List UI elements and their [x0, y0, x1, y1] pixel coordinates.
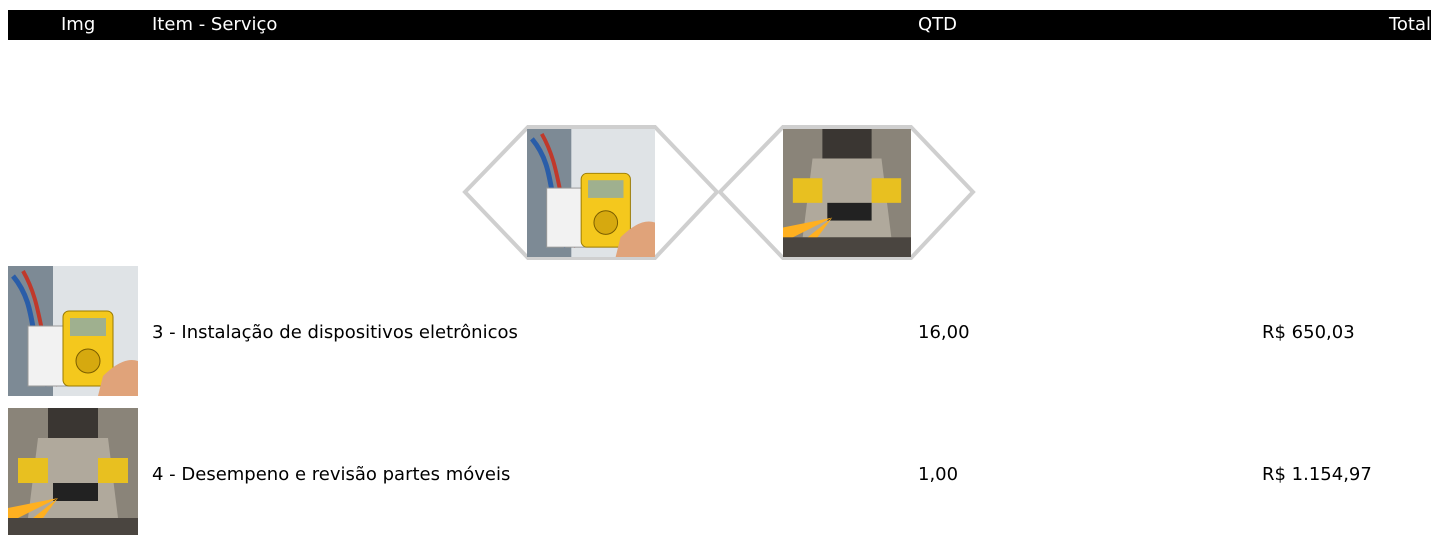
item-image	[8, 408, 138, 535]
column-header: QTD	[918, 14, 958, 35]
total: R$ 650,03	[1262, 322, 1355, 343]
quantity: 1,00	[918, 464, 959, 485]
quantity: 16,00	[918, 322, 970, 343]
hexagon-frame[interactable]	[462, 125, 720, 260]
gallery	[462, 125, 976, 260]
total: R$ 1.154,97	[1262, 464, 1372, 485]
column-header: Item - Serviço	[152, 14, 278, 35]
thumbnail[interactable]	[527, 129, 655, 257]
table-header: Img Item - Serviço QTD Total	[8, 10, 1431, 40]
column-header: Total	[1388, 14, 1431, 35]
item-name: 4 - Desempeno e revisão partes móveis	[152, 464, 511, 485]
hexagon-frame[interactable]	[717, 125, 976, 260]
column-header: Img	[61, 14, 96, 35]
item-image	[8, 266, 138, 396]
item-name: 3 - Instalação de dispositivos eletrônic…	[152, 322, 518, 343]
thumbnail[interactable]	[783, 129, 911, 257]
